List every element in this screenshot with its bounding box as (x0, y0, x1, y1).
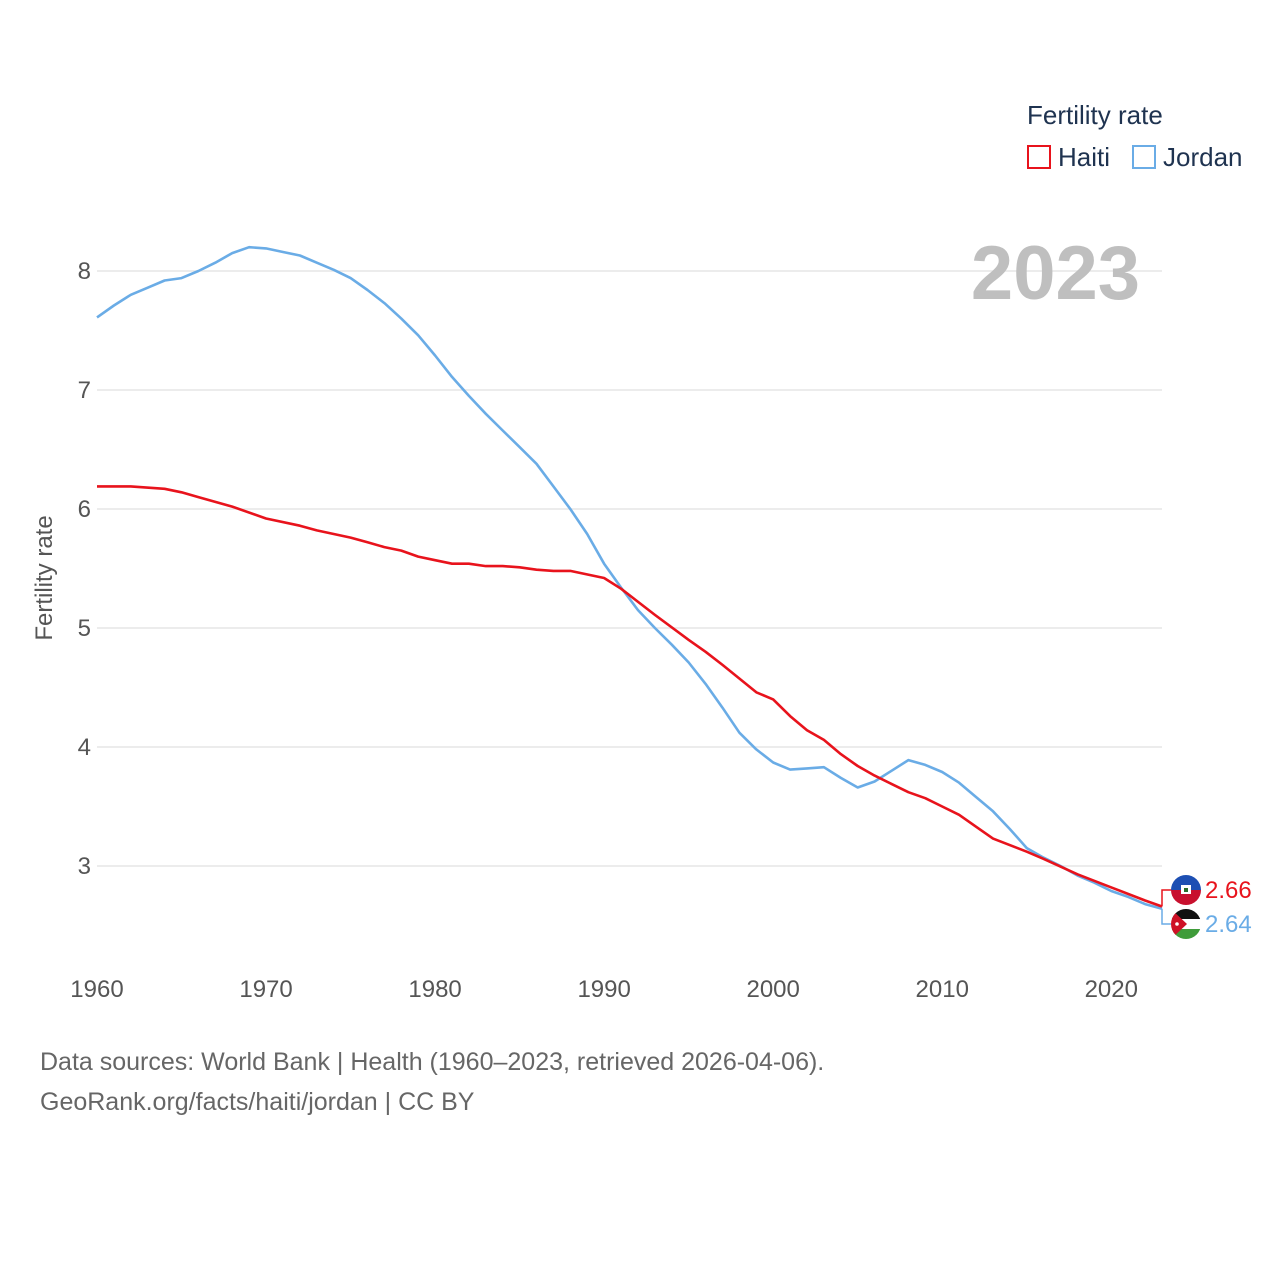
series-line-jordan (96, 245, 1163, 911)
jordan-end-value: 2.64 (1205, 911, 1252, 938)
x-tick-label: 2010 (916, 976, 969, 1003)
year-label: 2023 (971, 231, 1140, 316)
haiti-connector (1161, 889, 1171, 907)
x-tick-label: 1960 (70, 976, 123, 1003)
x-tick-label: 1990 (577, 976, 630, 1003)
y-tick-label: 8 (78, 258, 91, 285)
line-chart: 3 4 5 6 7 8 1960 1970 1980 1990 2000 2010 2020 Fert… (31, 100, 1252, 1003)
x-tick-label: 1980 (408, 976, 461, 1003)
legend-swatch-jordan (1132, 145, 1156, 169)
legend-label-haiti: Haiti (1058, 142, 1110, 172)
source-line-link: GeoRank.org/facts/haiti/jordan | CC BY (40, 1088, 475, 1116)
jordan-connector (1161, 908, 1171, 925)
legend-label-jordan: Jordan (1163, 142, 1243, 172)
series-line-haiti (97, 485, 1163, 908)
y-tick-label: 5 (78, 615, 91, 642)
haiti-flag-icon (1171, 875, 1201, 905)
x-tick-label: 1970 (239, 976, 292, 1003)
source-note: Data sources: World Bank | Health (1960–… (40, 1042, 824, 1122)
y-axis-ticks: 3 4 5 6 7 8 (78, 258, 91, 880)
haiti-end-value: 2.66 (1205, 877, 1252, 904)
legend-swatch-haiti (1027, 145, 1051, 169)
y-tick-label: 4 (78, 734, 91, 761)
y-tick-label: 6 (78, 496, 91, 523)
legend: Fertility rate Haiti Jordan (1027, 100, 1243, 172)
y-tick-label: 7 (78, 377, 91, 404)
x-axis-ticks: 1960 1970 1980 1990 2000 2010 2020 (70, 976, 1138, 1003)
source-line-data: Data sources: World Bank | Health (1960–… (40, 1048, 825, 1076)
y-tick-label: 3 (78, 853, 91, 880)
series-lines (96, 245, 1163, 911)
x-tick-label: 2000 (746, 976, 799, 1003)
end-markers: 2.66 2.64 (1161, 875, 1252, 939)
x-tick-label: 2020 (1085, 976, 1138, 1003)
grid-lines (97, 270, 1162, 867)
y-axis-label: Fertility rate (31, 515, 58, 640)
jordan-flag-icon (1171, 909, 1201, 939)
legend-title: Fertility rate (1027, 100, 1163, 130)
